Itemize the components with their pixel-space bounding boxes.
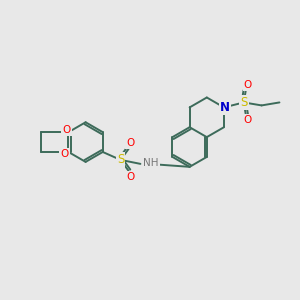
- Text: O: O: [126, 172, 135, 182]
- Text: O: O: [244, 80, 252, 90]
- Text: O: O: [62, 125, 70, 135]
- Text: NH: NH: [143, 158, 159, 168]
- Text: O: O: [126, 138, 135, 148]
- Text: S: S: [117, 153, 124, 167]
- Text: S: S: [240, 96, 247, 109]
- Text: N: N: [220, 101, 230, 114]
- Text: O: O: [244, 115, 252, 125]
- Text: O: O: [60, 149, 69, 159]
